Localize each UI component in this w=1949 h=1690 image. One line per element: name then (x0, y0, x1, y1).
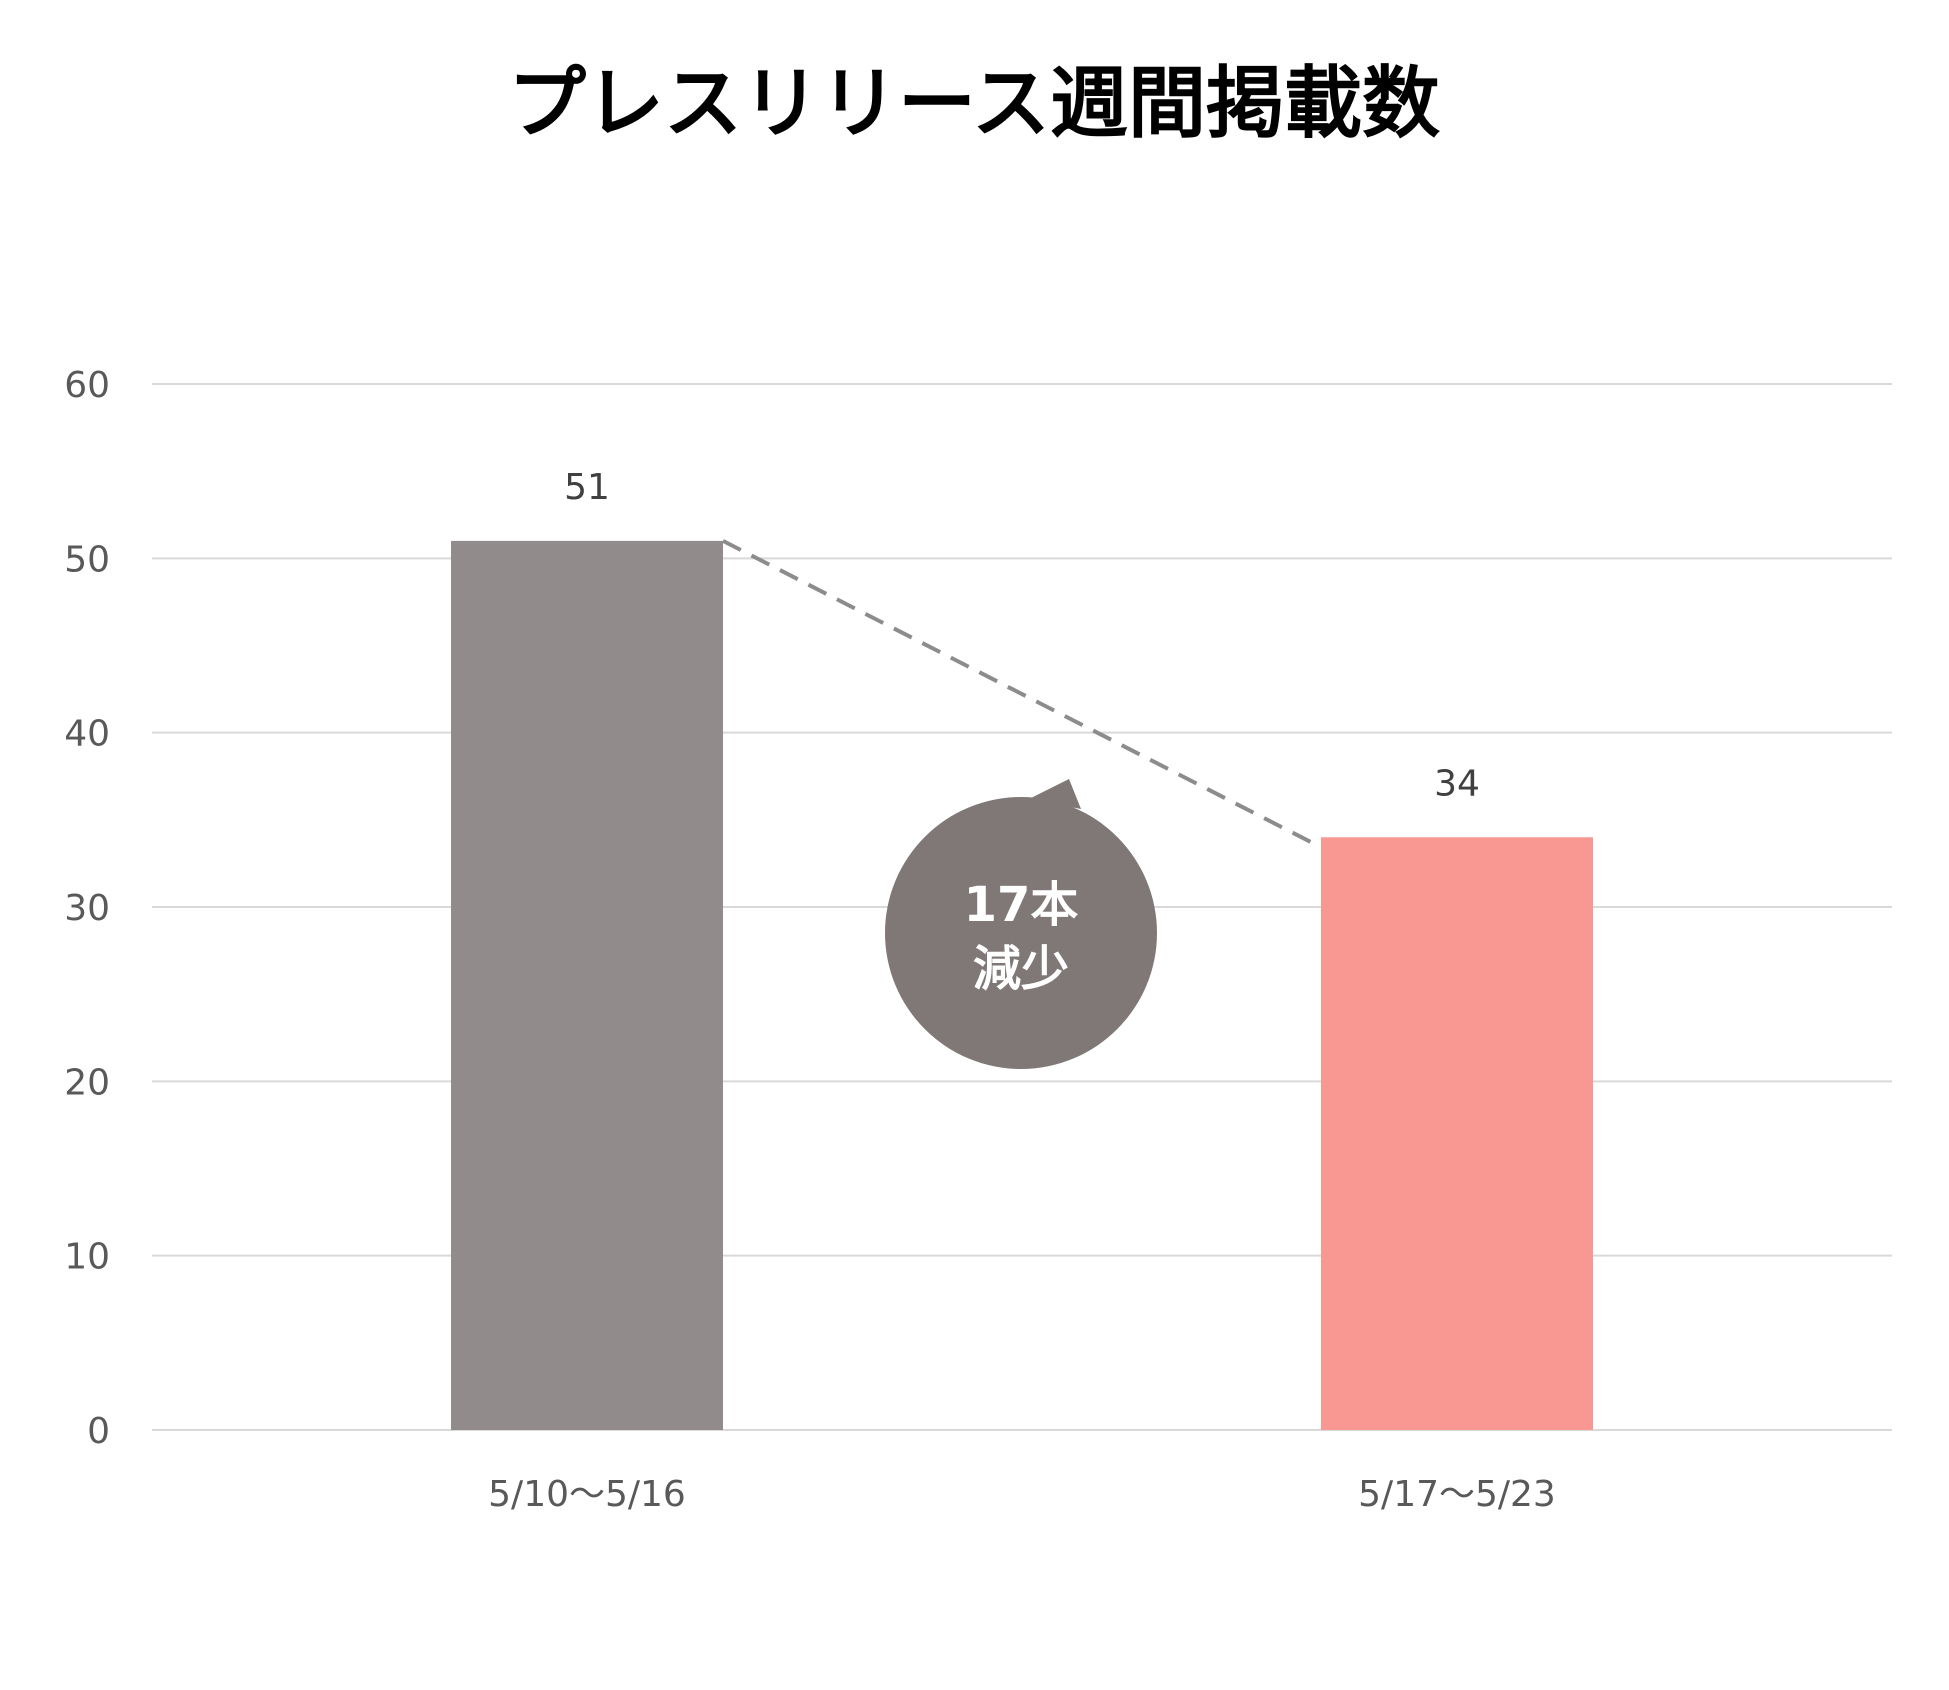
gridlines (152, 383, 1892, 1431)
y-tick-label: 30 (64, 888, 110, 929)
chart-title: プレスリリース週間掲載数 (508, 59, 1440, 149)
y-tick-label: 0 (87, 1411, 110, 1452)
y-axis-ticks: 0 10 20 30 40 50 60 (64, 365, 110, 1452)
y-tick-label: 10 (64, 1237, 110, 1278)
connector-dashed-line (722, 539, 1322, 850)
x-axis-ticks: 5/10～5/16 5/17～5/23 (488, 1474, 1556, 1515)
y-tick-label: 20 (64, 1062, 110, 1103)
data-label: 51 (564, 467, 610, 508)
callout-bubble (885, 797, 1157, 1069)
y-tick-label: 60 (64, 365, 110, 406)
data-labels: 51 34 (564, 467, 1480, 804)
bars (451, 540, 1593, 1430)
bar (1321, 837, 1593, 1430)
x-tick-label: 5/17～5/23 (1358, 1474, 1556, 1515)
y-tick-label: 40 (64, 714, 110, 755)
y-tick-label: 50 (64, 539, 110, 580)
data-label: 34 (1434, 763, 1480, 804)
bar (451, 540, 723, 1430)
callout-label-line1: 17本 (964, 877, 1079, 933)
callout-label-line2: 減少 (973, 941, 1069, 997)
x-tick-label: 5/10～5/16 (488, 1474, 686, 1515)
